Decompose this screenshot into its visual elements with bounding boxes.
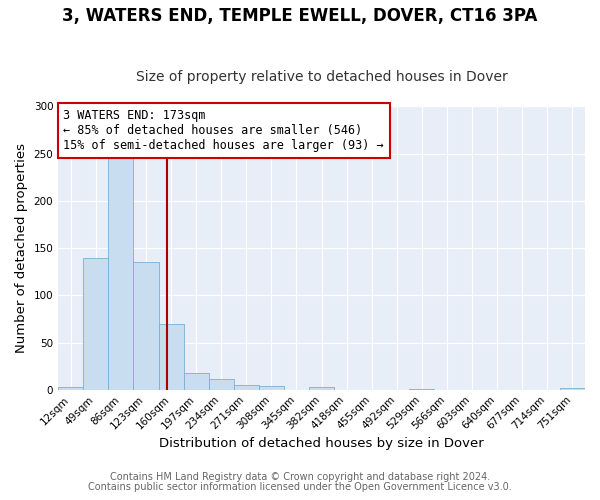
Bar	[409, 389, 434, 390]
Text: Contains HM Land Registry data © Crown copyright and database right 2024.: Contains HM Land Registry data © Crown c…	[110, 472, 490, 482]
Text: 3, WATERS END, TEMPLE EWELL, DOVER, CT16 3PA: 3, WATERS END, TEMPLE EWELL, DOVER, CT16…	[62, 8, 538, 26]
Bar	[83, 258, 109, 390]
Bar	[560, 388, 585, 390]
Bar	[158, 324, 184, 390]
Bar	[58, 387, 83, 390]
Bar	[309, 387, 334, 390]
Bar	[184, 372, 209, 390]
Bar	[209, 380, 234, 390]
X-axis label: Distribution of detached houses by size in Dover: Distribution of detached houses by size …	[159, 437, 484, 450]
Text: Contains public sector information licensed under the Open Government Licence v3: Contains public sector information licen…	[88, 482, 512, 492]
Title: Size of property relative to detached houses in Dover: Size of property relative to detached ho…	[136, 70, 508, 85]
Text: 3 WATERS END: 173sqm
← 85% of detached houses are smaller (546)
15% of semi-deta: 3 WATERS END: 173sqm ← 85% of detached h…	[64, 110, 384, 152]
Bar	[234, 385, 259, 390]
Bar	[259, 386, 284, 390]
Y-axis label: Number of detached properties: Number of detached properties	[15, 143, 28, 353]
Bar	[133, 262, 158, 390]
Bar	[109, 154, 133, 390]
